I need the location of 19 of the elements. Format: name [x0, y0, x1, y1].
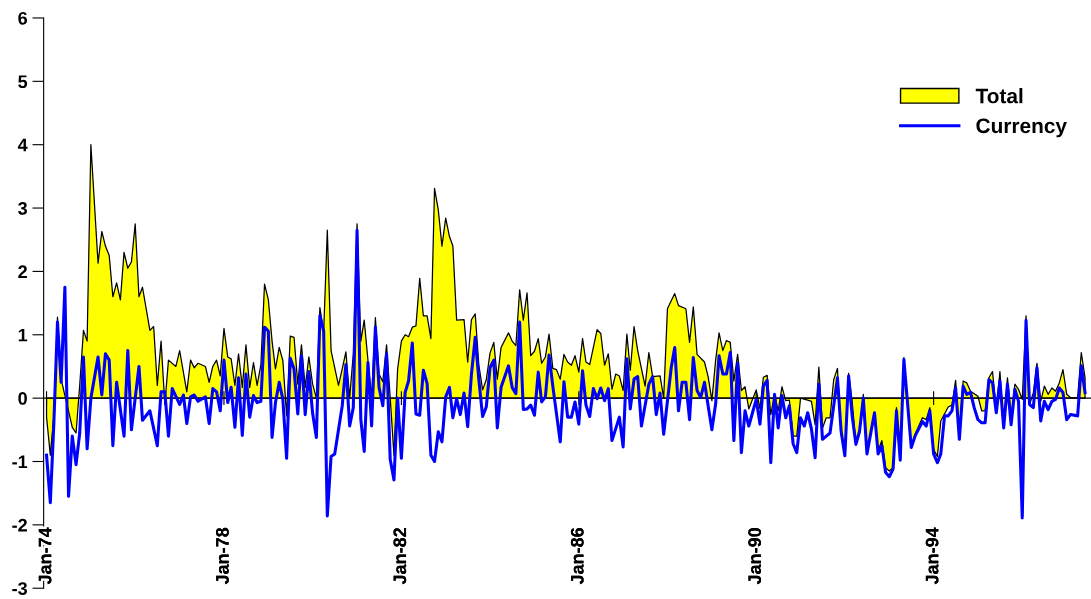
y-tick-label: 1	[18, 328, 28, 342]
y-tick-label: -3	[12, 582, 28, 595]
x-tick-label: Jan-86	[570, 527, 584, 585]
x-tick-label: Jan-94	[925, 527, 939, 585]
x-tick-label: Jan-90	[748, 528, 762, 585]
y-tick-label: -1	[12, 455, 28, 469]
y-tick-label: 0	[18, 392, 27, 405]
y-tick-label: 5	[18, 75, 28, 89]
x-tick-label: Jan-82	[393, 528, 407, 585]
legend-label: Total	[975, 88, 1023, 104]
line-series	[45, 228, 1087, 520]
y-tick-label: 3	[18, 201, 28, 215]
y-tick-label: 4	[17, 138, 28, 152]
y-tick-label: 6	[18, 11, 28, 25]
legend-label: Currency	[976, 118, 1067, 138]
x-tick-label: Jan-74	[38, 527, 52, 585]
y-tick-label: 2	[18, 265, 27, 278]
x-tick-label: Jan-78	[216, 527, 229, 585]
y-tick-label: -2	[12, 518, 27, 532]
